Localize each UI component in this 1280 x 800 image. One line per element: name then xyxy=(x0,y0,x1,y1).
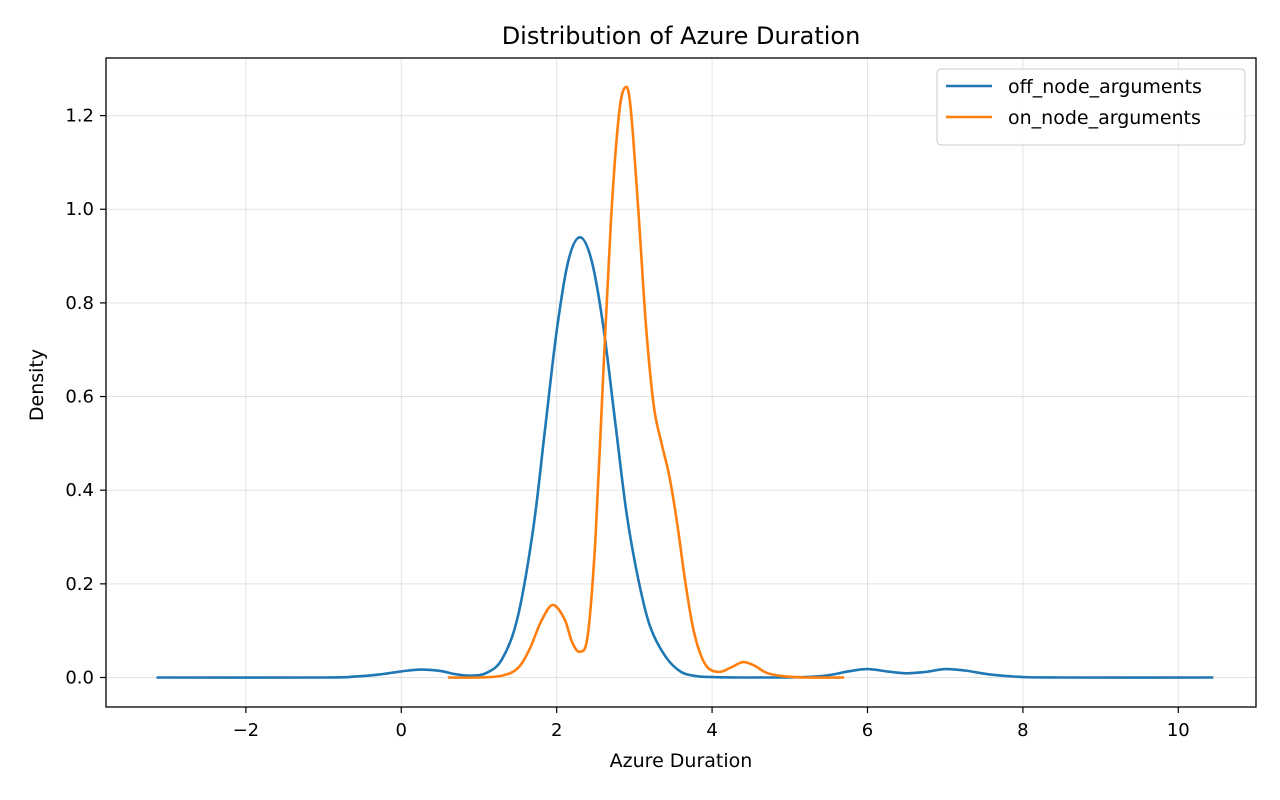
series-lines xyxy=(156,85,1214,679)
grid xyxy=(106,58,1256,707)
x-axis-ticks: −2 0 2 4 6 8 10 xyxy=(233,707,1190,741)
y-axis-ticks: 0.0 0.2 0.4 0.6 0.8 1.0 1.2 xyxy=(65,106,106,689)
y-tick-label: 0.6 xyxy=(65,387,94,408)
x-tick-label: 0 xyxy=(396,720,407,741)
y-tick-label: 0.8 xyxy=(65,293,94,314)
x-tick-label: 2 xyxy=(551,720,562,741)
x-tick-label: 4 xyxy=(706,720,717,741)
legend-label: off_node_arguments xyxy=(1008,76,1202,98)
legend: off_node_arguments on_node_arguments xyxy=(936,68,1246,146)
y-tick-label: 1.2 xyxy=(65,106,94,127)
y-axis-title: Density xyxy=(26,349,48,421)
x-axis-title: Azure Duration xyxy=(610,750,753,772)
x-tick-label: 8 xyxy=(1017,720,1028,741)
x-tick-label: 10 xyxy=(1167,720,1190,741)
series-line-on-node-arguments xyxy=(447,85,845,679)
x-tick-label: −2 xyxy=(233,720,260,741)
plot-frame xyxy=(105,57,1257,708)
chart-title: Distribution of Azure Duration xyxy=(502,22,861,50)
legend-label: on_node_arguments xyxy=(1008,107,1201,129)
series-line-off-node-arguments xyxy=(156,236,1214,679)
x-tick-label: 6 xyxy=(862,720,873,741)
y-tick-label: 0.2 xyxy=(65,574,94,595)
legend-box xyxy=(936,68,1246,146)
y-tick-label: 0.4 xyxy=(65,480,94,501)
y-tick-label: 1.0 xyxy=(65,199,94,220)
y-tick-label: 0.0 xyxy=(65,668,94,689)
